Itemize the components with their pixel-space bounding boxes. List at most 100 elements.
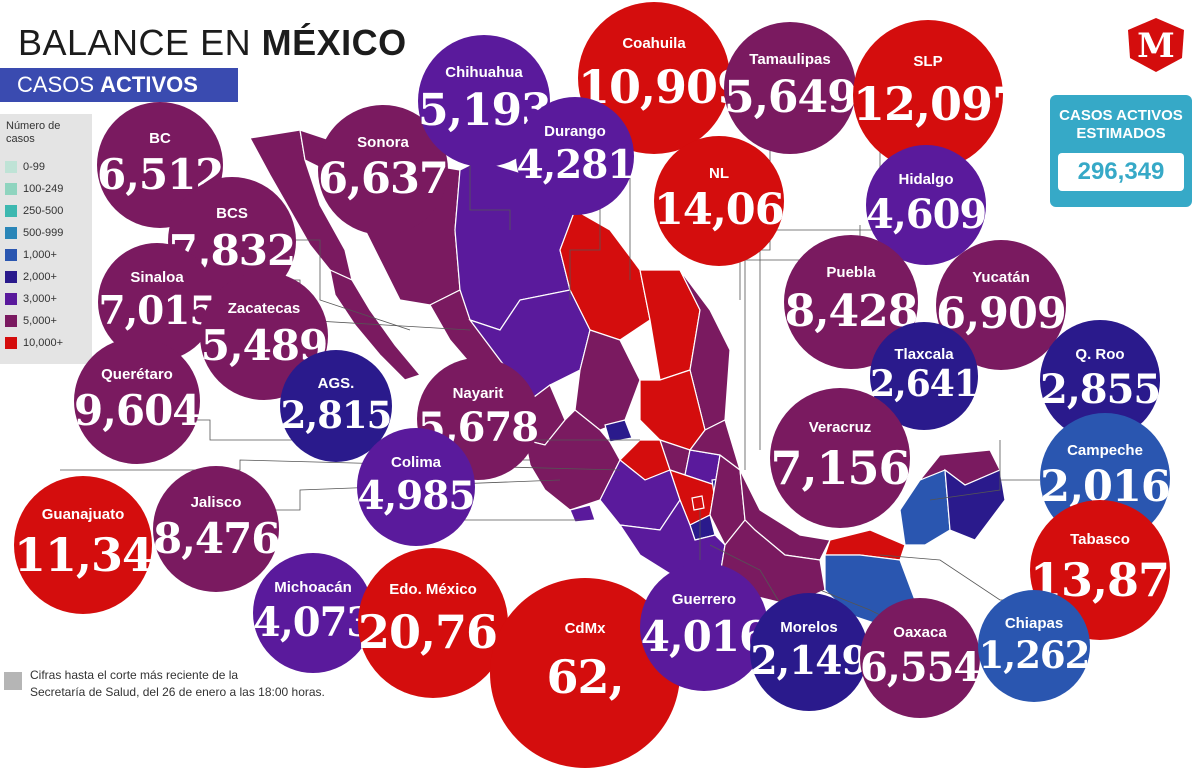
state-value: 10,909 [578, 60, 749, 114]
state-value: 5,649 [724, 72, 858, 123]
state-name: Hidalgo [898, 171, 954, 188]
state-name: Campeche [1067, 442, 1143, 459]
estimate-value: 296,349 [1058, 153, 1184, 191]
legend-swatch [5, 249, 17, 261]
state-name: Tlaxcala [894, 346, 954, 363]
state-bubble: Colima 4,985 [357, 428, 476, 546]
legend-item: 500-999 [5, 225, 63, 241]
map-cdmx [691, 495, 705, 511]
state-value: 9,604 [74, 386, 202, 435]
state-name: Michoacán [274, 579, 352, 596]
state-bubble: Veracruz 7,156 [770, 388, 911, 528]
state-name: Q. Roo [1075, 346, 1125, 363]
legend-label: 250-500 [23, 205, 64, 217]
state-value: 2,149 [750, 638, 868, 684]
legend-label: 1,000+ [23, 249, 57, 261]
state-name: Yucatán [972, 269, 1030, 286]
state-name: Querétaro [101, 366, 173, 383]
state-value: 1,262 [978, 633, 1091, 677]
legend-item: 5,000+ [5, 313, 57, 329]
state-value: 12,097 [853, 77, 1024, 131]
milenio-logo: M [1128, 18, 1184, 72]
state-value: 2,815 [280, 393, 393, 437]
page-subtitle: CASOS ACTIVOS [0, 68, 238, 102]
state-bubble: CdMx 62, [490, 578, 680, 768]
legend: Número de casos 0-99 100-249 250-500 500-99… [0, 114, 92, 364]
legend-label: 10,000+ [23, 337, 64, 349]
state-value: 4,016 [640, 612, 769, 661]
state-bubble: Oaxaca 6,554 [860, 598, 981, 718]
state-value: 6,637 [318, 154, 449, 204]
state-value: 4,609 [866, 191, 987, 238]
legend-item: 0-99 [5, 159, 45, 175]
state-name: Durango [544, 123, 606, 140]
legend-swatch [5, 161, 17, 173]
state-bubble: Hidalgo 4,609 [866, 145, 987, 265]
state-bubble: NL 14,068 [654, 136, 814, 266]
legend-swatch [5, 293, 17, 305]
footnote: Cifras hasta el corte más reciente de la… [30, 667, 325, 701]
state-name: Veracruz [808, 419, 872, 436]
state-name: SLP [913, 53, 943, 70]
footnote-line-1: Cifras hasta el corte más reciente de la [30, 668, 239, 682]
legend-swatch [5, 205, 17, 217]
page-title: BALANCE EN MÉXICO [18, 22, 407, 63]
state-name: Sonora [357, 134, 409, 151]
state-value: 4,281 [516, 142, 634, 188]
map-guerrero [618, 498, 726, 581]
state-name: Chihuahua [445, 64, 523, 81]
footnote-line-2: Secretaría de Salud, del 26 de enero a l… [30, 685, 325, 699]
map-qroo [944, 468, 1006, 541]
state-value: 11,349 [14, 528, 185, 582]
logo-letter: M [1137, 26, 1175, 66]
state-bubble: BC 6,512 [97, 102, 225, 228]
estimate-title: CASOS ACTIVOS ESTIMADOS [1059, 107, 1183, 142]
state-bubble: AGS. 2,815 [280, 350, 392, 462]
state-bubble: Guerrero 4,016 [640, 563, 768, 691]
state-name: Puebla [826, 264, 876, 281]
state-name: Coahuila [622, 35, 686, 52]
state-name: Tamaulipas [749, 51, 831, 68]
legend-item: 1,000+ [5, 247, 57, 263]
state-value: 2,641 [870, 363, 979, 405]
legend-swatch [5, 271, 17, 283]
state-bubble: Jalisco 8,476 [153, 466, 281, 592]
legend-swatch [5, 227, 17, 239]
state-name: Nayarit [452, 385, 504, 402]
legend-swatch [5, 337, 17, 349]
state-name: Zacatecas [227, 300, 301, 317]
legend-swatch [5, 315, 17, 327]
state-value: 4,985 [357, 473, 475, 519]
state-bubble: Guanajuato 11,349 [14, 476, 185, 614]
state-value: 7,156 [770, 441, 910, 495]
state-name: Tabasco [1070, 531, 1130, 548]
state-bubble: Querétaro 9,604 [74, 338, 202, 464]
legend-title: Número de casos [6, 120, 61, 145]
footnote-marker [4, 672, 22, 690]
state-bubble: Morelos 2,149 [750, 593, 869, 711]
legend-swatch [5, 183, 17, 195]
state-name: Chiapas [1004, 615, 1064, 632]
state-bubble: Chiapas 1,262 [978, 590, 1090, 702]
state-name: Edo. México [389, 581, 477, 598]
map-colima [569, 504, 596, 523]
state-name: BC [149, 130, 171, 147]
legend-label: 2,000+ [23, 271, 57, 283]
legend-item: 100-249 [5, 181, 63, 197]
legend-label: 0-99 [23, 161, 46, 173]
legend-item: 2,000+ [5, 269, 57, 285]
state-name: Morelos [780, 619, 838, 636]
state-value: 14,068 [654, 185, 814, 235]
state-value: 20,764 [358, 605, 529, 659]
state-bubble: Durango 4,281 [516, 97, 635, 215]
legend-item: 3,000+ [5, 291, 57, 307]
state-name: Guanajuato [41, 506, 125, 523]
state-name: NL [709, 165, 729, 182]
estimate-card: CASOS ACTIVOS ESTIMADOS 296,349 [1050, 95, 1192, 207]
state-bubble: Tamaulipas 5,649 [724, 22, 858, 154]
legend-label: 100-249 [23, 183, 64, 195]
state-name: AGS. [317, 375, 355, 392]
state-name: Colima [390, 454, 441, 471]
legend-item: 250-500 [5, 203, 63, 219]
legend-label: 500-999 [23, 227, 64, 239]
